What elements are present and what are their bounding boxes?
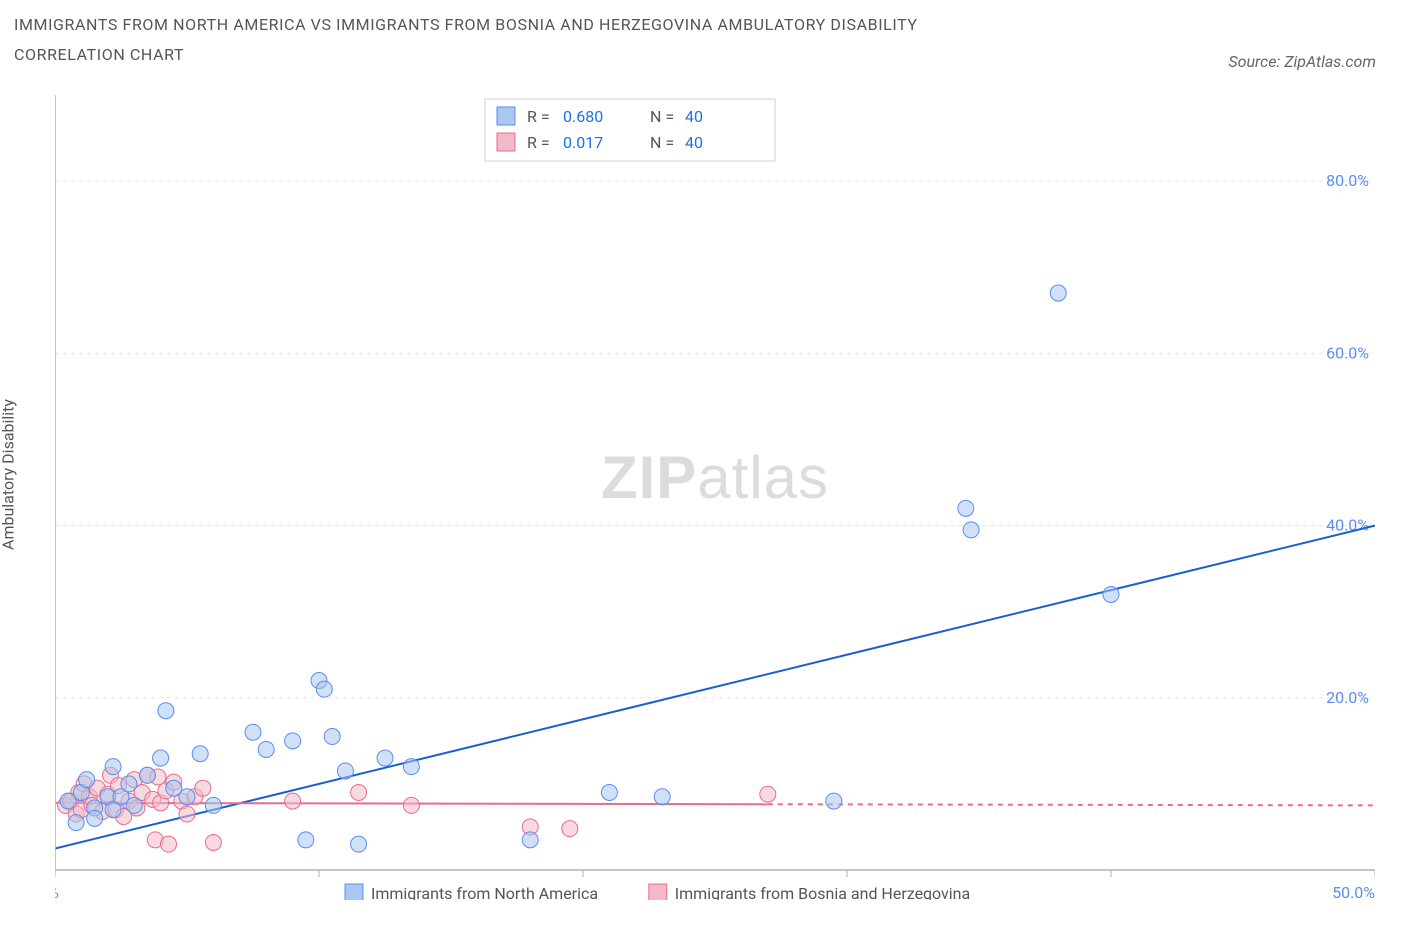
- svg-text:0.017: 0.017: [563, 133, 603, 152]
- svg-text:R =: R =: [527, 107, 550, 126]
- svg-text:80.0%: 80.0%: [1326, 171, 1369, 190]
- svg-text:20.0%: 20.0%: [1326, 688, 1369, 707]
- svg-text:40: 40: [685, 107, 703, 126]
- svg-text:ZIPatlas: ZIPatlas: [601, 444, 829, 511]
- scatter-chart: 20.0%40.0%60.0%80.0%ZIPatlas0.0%50.0%R =…: [55, 95, 1375, 900]
- chart-title-line2: CORRELATION CHART: [14, 40, 1386, 70]
- svg-text:40: 40: [685, 133, 703, 152]
- svg-text:0.680: 0.680: [563, 107, 603, 126]
- source-attribution: Source: ZipAtlas.com: [1228, 52, 1376, 71]
- chart-title-line1: IMMIGRANTS FROM NORTH AMERICA VS IMMIGRA…: [14, 10, 1386, 40]
- svg-text:N =: N =: [650, 133, 674, 152]
- svg-text:Immigrants from North America: Immigrants from North America: [371, 884, 598, 900]
- svg-text:N =: N =: [650, 107, 674, 126]
- svg-text:Immigrants from Bosnia and Her: Immigrants from Bosnia and Herzegovina: [675, 884, 970, 900]
- page-root: IMMIGRANTS FROM NORTH AMERICA VS IMMIGRA…: [0, 0, 1406, 930]
- svg-text:0.0%: 0.0%: [55, 883, 59, 900]
- y-axis-label: Ambulatory Disability: [0, 399, 18, 550]
- svg-text:60.0%: 60.0%: [1326, 343, 1369, 362]
- title-block: IMMIGRANTS FROM NORTH AMERICA VS IMMIGRA…: [14, 10, 1386, 71]
- svg-text:R =: R =: [527, 133, 550, 152]
- chart-area: 20.0%40.0%60.0%80.0%ZIPatlas0.0%50.0%R =…: [55, 95, 1375, 870]
- svg-text:50.0%: 50.0%: [1332, 883, 1375, 900]
